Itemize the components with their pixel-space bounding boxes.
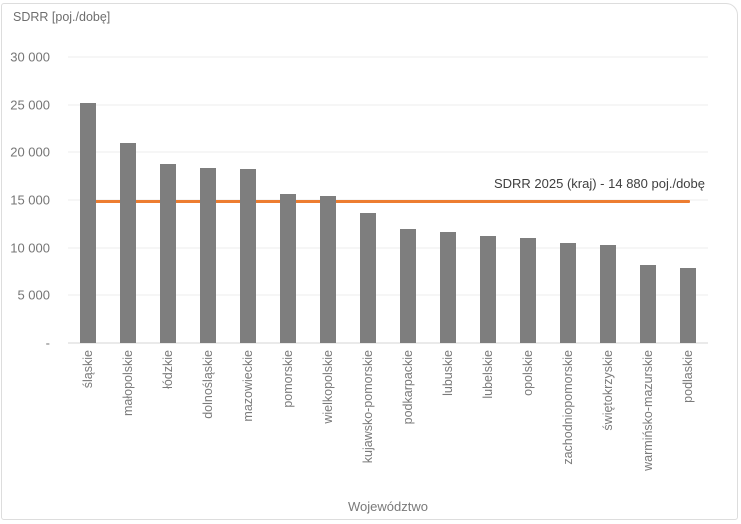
x-label-slot: lubelskie	[468, 350, 508, 500]
bar-slot	[428, 57, 468, 343]
x-category-label: świętokrzyskie	[600, 350, 615, 431]
x-axis-category-labels: śląskie małopolskie łódzkie dolnośląskie maz…	[68, 350, 708, 500]
x-category-label: zachodniopomorskie	[560, 350, 575, 465]
reference-line-label: SDRR 2025 (kraj) - 14 880 poj./dobę	[493, 176, 705, 192]
gridline	[68, 247, 708, 249]
x-label-slot: pomorskie	[268, 350, 308, 500]
bar-slot	[388, 57, 428, 343]
x-label-slot: podlaskie	[668, 350, 708, 500]
x-label-slot: lubuskie	[428, 350, 468, 500]
bars-layer	[68, 57, 708, 343]
bar-slot	[628, 57, 668, 343]
y-tick-label: 30 000	[10, 49, 50, 65]
x-category-label: lubelskie	[480, 350, 495, 399]
y-tick-label: 10 000	[10, 240, 50, 256]
x-category-label: śląskie	[80, 350, 95, 389]
x-label-slot: warmińsko-mazurskie	[628, 350, 668, 500]
bar-slot	[548, 57, 588, 343]
bar	[560, 242, 576, 343]
bar-slot	[508, 57, 548, 343]
x-category-label: łódzkie	[160, 350, 175, 389]
x-category-label: podlaskie	[680, 350, 695, 403]
x-label-slot: mazowieckie	[228, 350, 268, 500]
y-tick-label: 20 000	[10, 144, 50, 160]
y-axis-tick-labels: 30 000 25 000 20 000 15 000 10 000 5 000 -	[0, 50, 56, 351]
bar	[400, 228, 416, 343]
x-label-slot: małopolskie	[108, 350, 148, 500]
y-tick-label: -	[45, 335, 50, 351]
x-category-label: mazowieckie	[240, 350, 255, 422]
x-category-label: kujawsko-pomorskie	[360, 350, 375, 464]
x-label-slot: podkarpackie	[388, 350, 428, 500]
bar	[440, 232, 456, 343]
x-category-label: małopolskie	[120, 350, 135, 417]
bar	[280, 194, 296, 343]
bar	[480, 236, 496, 343]
reference-line	[85, 199, 690, 203]
bar	[200, 167, 216, 343]
gridline	[68, 151, 708, 153]
bar-slot	[268, 57, 308, 343]
plot-area: SDRR 2025 (kraj) - 14 880 poj./dobę	[68, 56, 708, 344]
bar	[240, 168, 256, 343]
bar	[680, 267, 696, 343]
y-tick-label: 5 000	[17, 287, 50, 303]
bar	[160, 163, 176, 343]
bar-slot	[148, 57, 188, 343]
x-label-slot: śląskie	[68, 350, 108, 500]
x-category-label: wielkopolskie	[320, 350, 335, 424]
x-label-slot: łódzkie	[148, 350, 188, 500]
bar	[360, 213, 376, 343]
x-category-label: podkarpackie	[400, 350, 415, 425]
bar-slot	[348, 57, 388, 343]
bar-slot	[108, 57, 148, 343]
gridline	[68, 294, 708, 296]
bar-slot	[188, 57, 228, 343]
gridline	[68, 104, 708, 106]
bar	[640, 264, 656, 343]
bar-slot	[228, 57, 268, 343]
x-axis-line	[68, 342, 708, 344]
bar-slot	[308, 57, 348, 343]
bar	[120, 142, 136, 343]
x-axis-title: Województwo	[348, 499, 428, 514]
x-category-label: warmińsko-mazurskie	[640, 350, 655, 471]
x-label-slot: świętokrzyskie	[588, 350, 628, 500]
x-label-slot: kujawsko-pomorskie	[348, 350, 388, 500]
y-axis-title: SDRR [poj./dobę]	[13, 10, 111, 24]
bar	[600, 244, 616, 343]
x-category-label: lubuskie	[440, 350, 455, 396]
bar-slot	[468, 57, 508, 343]
bar-slot	[68, 57, 108, 343]
y-tick-label: 15 000	[10, 192, 50, 208]
x-category-label: dolnośląskie	[200, 350, 215, 419]
gridline	[68, 56, 708, 58]
bar	[80, 102, 96, 343]
x-category-label: opolskie	[520, 350, 535, 396]
x-label-slot: dolnośląskie	[188, 350, 228, 500]
x-category-label: pomorskie	[280, 350, 295, 408]
bar-slot	[588, 57, 628, 343]
bar	[520, 238, 536, 343]
x-label-slot: wielkopolskie	[308, 350, 348, 500]
x-label-slot: opolskie	[508, 350, 548, 500]
bar-slot	[668, 57, 708, 343]
bar	[320, 196, 336, 343]
y-tick-label: 25 000	[10, 97, 50, 113]
x-label-slot: zachodniopomorskie	[548, 350, 588, 500]
